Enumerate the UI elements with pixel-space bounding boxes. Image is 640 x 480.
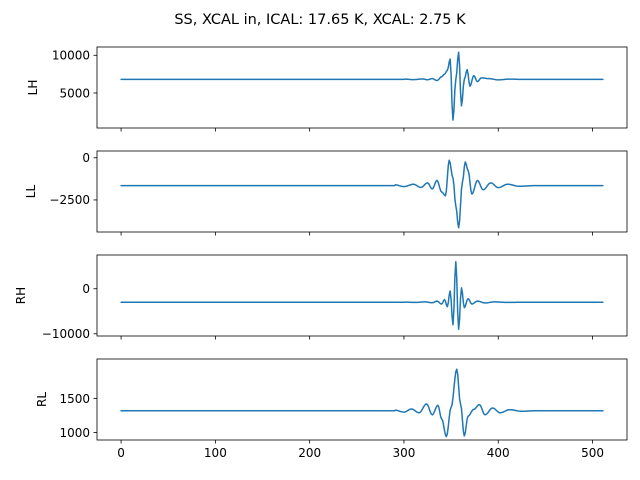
axes-frame xyxy=(97,47,627,128)
y-tick-label: 0 xyxy=(82,282,90,296)
figure-title: SS, XCAL in, ICAL: 17.65 K, XCAL: 2.75 K xyxy=(174,12,466,28)
subplot-ll: −2500 0 LL xyxy=(24,151,627,236)
x-tick-label: 400 xyxy=(487,446,510,460)
series-line-ll xyxy=(121,160,603,228)
y-tick-label: 0 xyxy=(82,151,90,165)
y-axis-label: LH xyxy=(26,80,40,96)
subplot-rh: −10000 0 RH xyxy=(14,255,627,341)
y-tick-label: 10000 xyxy=(52,49,90,63)
y-axis-label: RH xyxy=(14,287,28,304)
y-tick-label: −2500 xyxy=(49,193,90,207)
x-tick-label: 100 xyxy=(204,446,227,460)
series-line-lh xyxy=(121,52,603,120)
series-line-rh xyxy=(121,262,603,330)
subplot-rl: 0 100 200 300 400 500 1000 1500 RL xyxy=(35,359,627,460)
axes-frame xyxy=(97,151,627,232)
y-tick-label: −10000 xyxy=(42,327,90,341)
y-axis-label: RL xyxy=(35,392,49,407)
y-tick-label: 1500 xyxy=(59,392,90,406)
axes-frame xyxy=(97,255,627,336)
x-tick-label: 0 xyxy=(117,446,125,460)
series-line-rl xyxy=(121,369,603,436)
y-tick-label: 1000 xyxy=(59,426,90,440)
x-tick-label: 300 xyxy=(393,446,416,460)
y-axis-label: LL xyxy=(24,185,38,199)
x-tick-label: 500 xyxy=(581,446,604,460)
subplot-lh: 5000 10000 LH xyxy=(26,47,627,132)
subplots: 5000 10000 LH −2500 0 LL −10000 0 RH 0 100 200 300 40… xyxy=(14,47,627,460)
axes-frame xyxy=(97,359,627,440)
x-tick-label: 200 xyxy=(298,446,321,460)
y-tick-label: 5000 xyxy=(59,86,90,100)
